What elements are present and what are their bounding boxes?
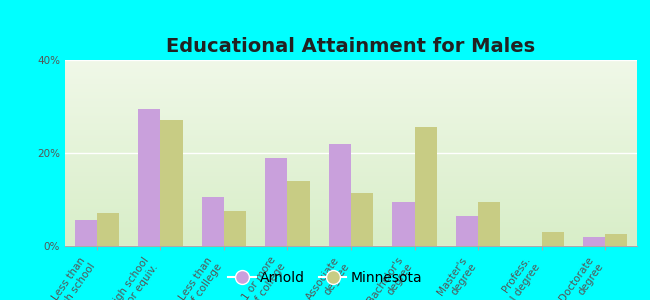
Bar: [351, 193, 373, 246]
Bar: [415, 128, 437, 246]
Bar: [583, 237, 605, 246]
Bar: [456, 216, 478, 246]
Bar: [265, 158, 287, 246]
Bar: [75, 220, 97, 246]
Bar: [287, 181, 309, 246]
Bar: [202, 197, 224, 246]
Bar: [224, 211, 246, 246]
Bar: [161, 120, 183, 246]
Bar: [138, 109, 161, 246]
Legend: Arnold, Minnesota: Arnold, Minnesota: [222, 265, 428, 290]
Bar: [478, 202, 500, 246]
Bar: [329, 144, 351, 246]
Bar: [393, 202, 415, 246]
Title: Educational Attainment for Males: Educational Attainment for Males: [166, 37, 536, 56]
Bar: [605, 234, 627, 246]
Bar: [541, 232, 564, 246]
Bar: [97, 214, 119, 246]
